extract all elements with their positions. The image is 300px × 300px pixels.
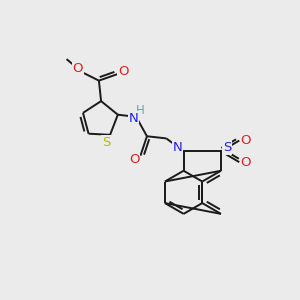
Text: O: O — [129, 153, 140, 166]
Text: O: O — [118, 65, 129, 78]
Text: O: O — [240, 134, 251, 147]
Text: S: S — [102, 136, 110, 149]
Text: H: H — [136, 104, 144, 117]
Text: N: N — [129, 112, 139, 125]
Text: O: O — [240, 156, 251, 169]
Text: N: N — [172, 141, 182, 154]
Text: O: O — [73, 62, 83, 75]
Text: S: S — [223, 141, 231, 154]
